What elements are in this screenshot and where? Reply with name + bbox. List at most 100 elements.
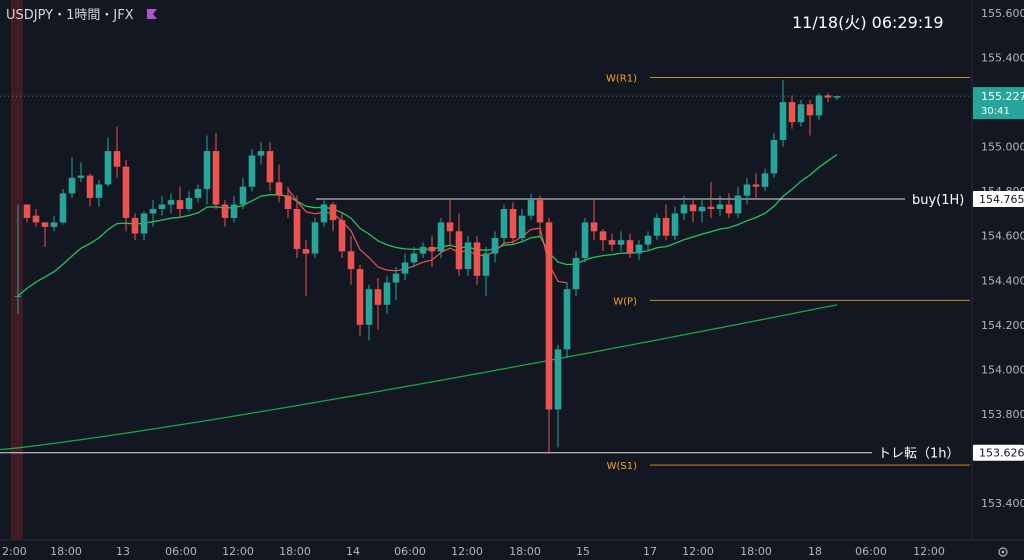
candle[interactable] [302,240,310,296]
candle[interactable] [32,209,40,227]
candle[interactable] [626,233,634,259]
candle[interactable] [428,235,436,267]
candle[interactable] [185,191,193,212]
candle[interactable] [545,217,553,454]
candle[interactable] [275,164,283,203]
candle[interactable] [329,202,337,232]
candle[interactable] [140,211,148,241]
candle[interactable] [374,278,382,330]
candle[interactable] [824,93,832,103]
candle[interactable] [572,251,580,296]
candle[interactable] [716,195,724,216]
candle[interactable] [599,229,607,252]
candle[interactable] [527,193,535,221]
candle[interactable] [761,168,769,192]
candle[interactable] [644,231,652,252]
candle[interactable] [68,157,76,198]
candle[interactable] [338,213,346,259]
candle[interactable] [518,209,526,243]
candle[interactable] [446,200,454,245]
candle[interactable] [707,182,715,218]
candle[interactable] [734,186,742,218]
candle[interactable] [608,233,616,252]
candle[interactable] [437,217,445,258]
candle[interactable] [284,186,292,218]
candle[interactable] [680,195,688,221]
candle[interactable] [581,217,589,263]
candle[interactable] [752,173,760,198]
candle[interactable] [86,173,94,207]
candle[interactable] [59,189,67,225]
candle[interactable] [23,204,31,223]
candle[interactable] [500,204,508,243]
candle[interactable] [779,79,787,147]
candle[interactable] [473,235,481,285]
candle[interactable] [464,235,472,276]
candle[interactable] [149,200,157,227]
candle[interactable] [833,95,841,100]
candle[interactable] [743,177,751,205]
candle[interactable] [671,206,679,241]
candle[interactable] [266,142,274,192]
candle[interactable] [113,126,121,178]
candle[interactable] [77,162,85,183]
candle[interactable] [347,235,355,285]
candle[interactable] [176,186,184,218]
candle[interactable] [104,137,112,187]
candle-body [617,240,625,245]
flag-icon[interactable] [147,9,157,19]
candle[interactable] [410,246,418,267]
candle[interactable] [797,99,805,127]
candle[interactable] [41,222,49,247]
candle[interactable] [617,231,625,252]
level-label-buy(1H): buy(1H) [912,193,964,208]
candle[interactable] [293,195,301,258]
candle[interactable] [14,204,22,314]
candle[interactable] [383,275,391,314]
candle[interactable] [815,93,823,120]
candle[interactable] [635,240,643,261]
candle[interactable] [806,99,814,136]
candle[interactable] [725,193,733,218]
candle[interactable] [419,242,427,258]
candle[interactable] [788,95,796,129]
candle[interactable] [311,217,319,258]
candle[interactable] [365,284,373,341]
candle[interactable] [194,184,202,203]
candle[interactable] [257,142,265,165]
candle[interactable] [203,135,211,205]
candle[interactable] [212,133,220,209]
candle[interactable] [356,264,364,336]
candle[interactable] [230,195,238,223]
candle[interactable] [482,246,490,296]
candle[interactable] [131,213,139,241]
candle[interactable] [167,193,175,214]
candle-body [761,173,769,187]
candle[interactable] [221,200,229,227]
candle[interactable] [554,344,562,448]
candle[interactable] [401,253,409,281]
candle[interactable] [50,215,58,232]
candle[interactable] [158,195,166,216]
candle[interactable] [239,177,247,209]
candle[interactable] [770,133,778,178]
candle[interactable] [509,202,517,245]
candle[interactable] [491,231,499,263]
candle[interactable] [689,197,697,223]
candle[interactable] [653,213,661,241]
candle[interactable] [590,200,598,241]
settings-icon[interactable] [998,547,1008,557]
candle[interactable] [563,282,571,359]
candle[interactable] [248,148,256,192]
candle[interactable] [455,213,463,276]
candle[interactable] [320,200,328,227]
candle[interactable] [122,160,130,232]
candle[interactable] [392,266,400,301]
candle[interactable] [536,195,544,236]
candle[interactable] [662,204,670,241]
candle[interactable] [95,180,103,207]
candle[interactable] [698,200,706,223]
